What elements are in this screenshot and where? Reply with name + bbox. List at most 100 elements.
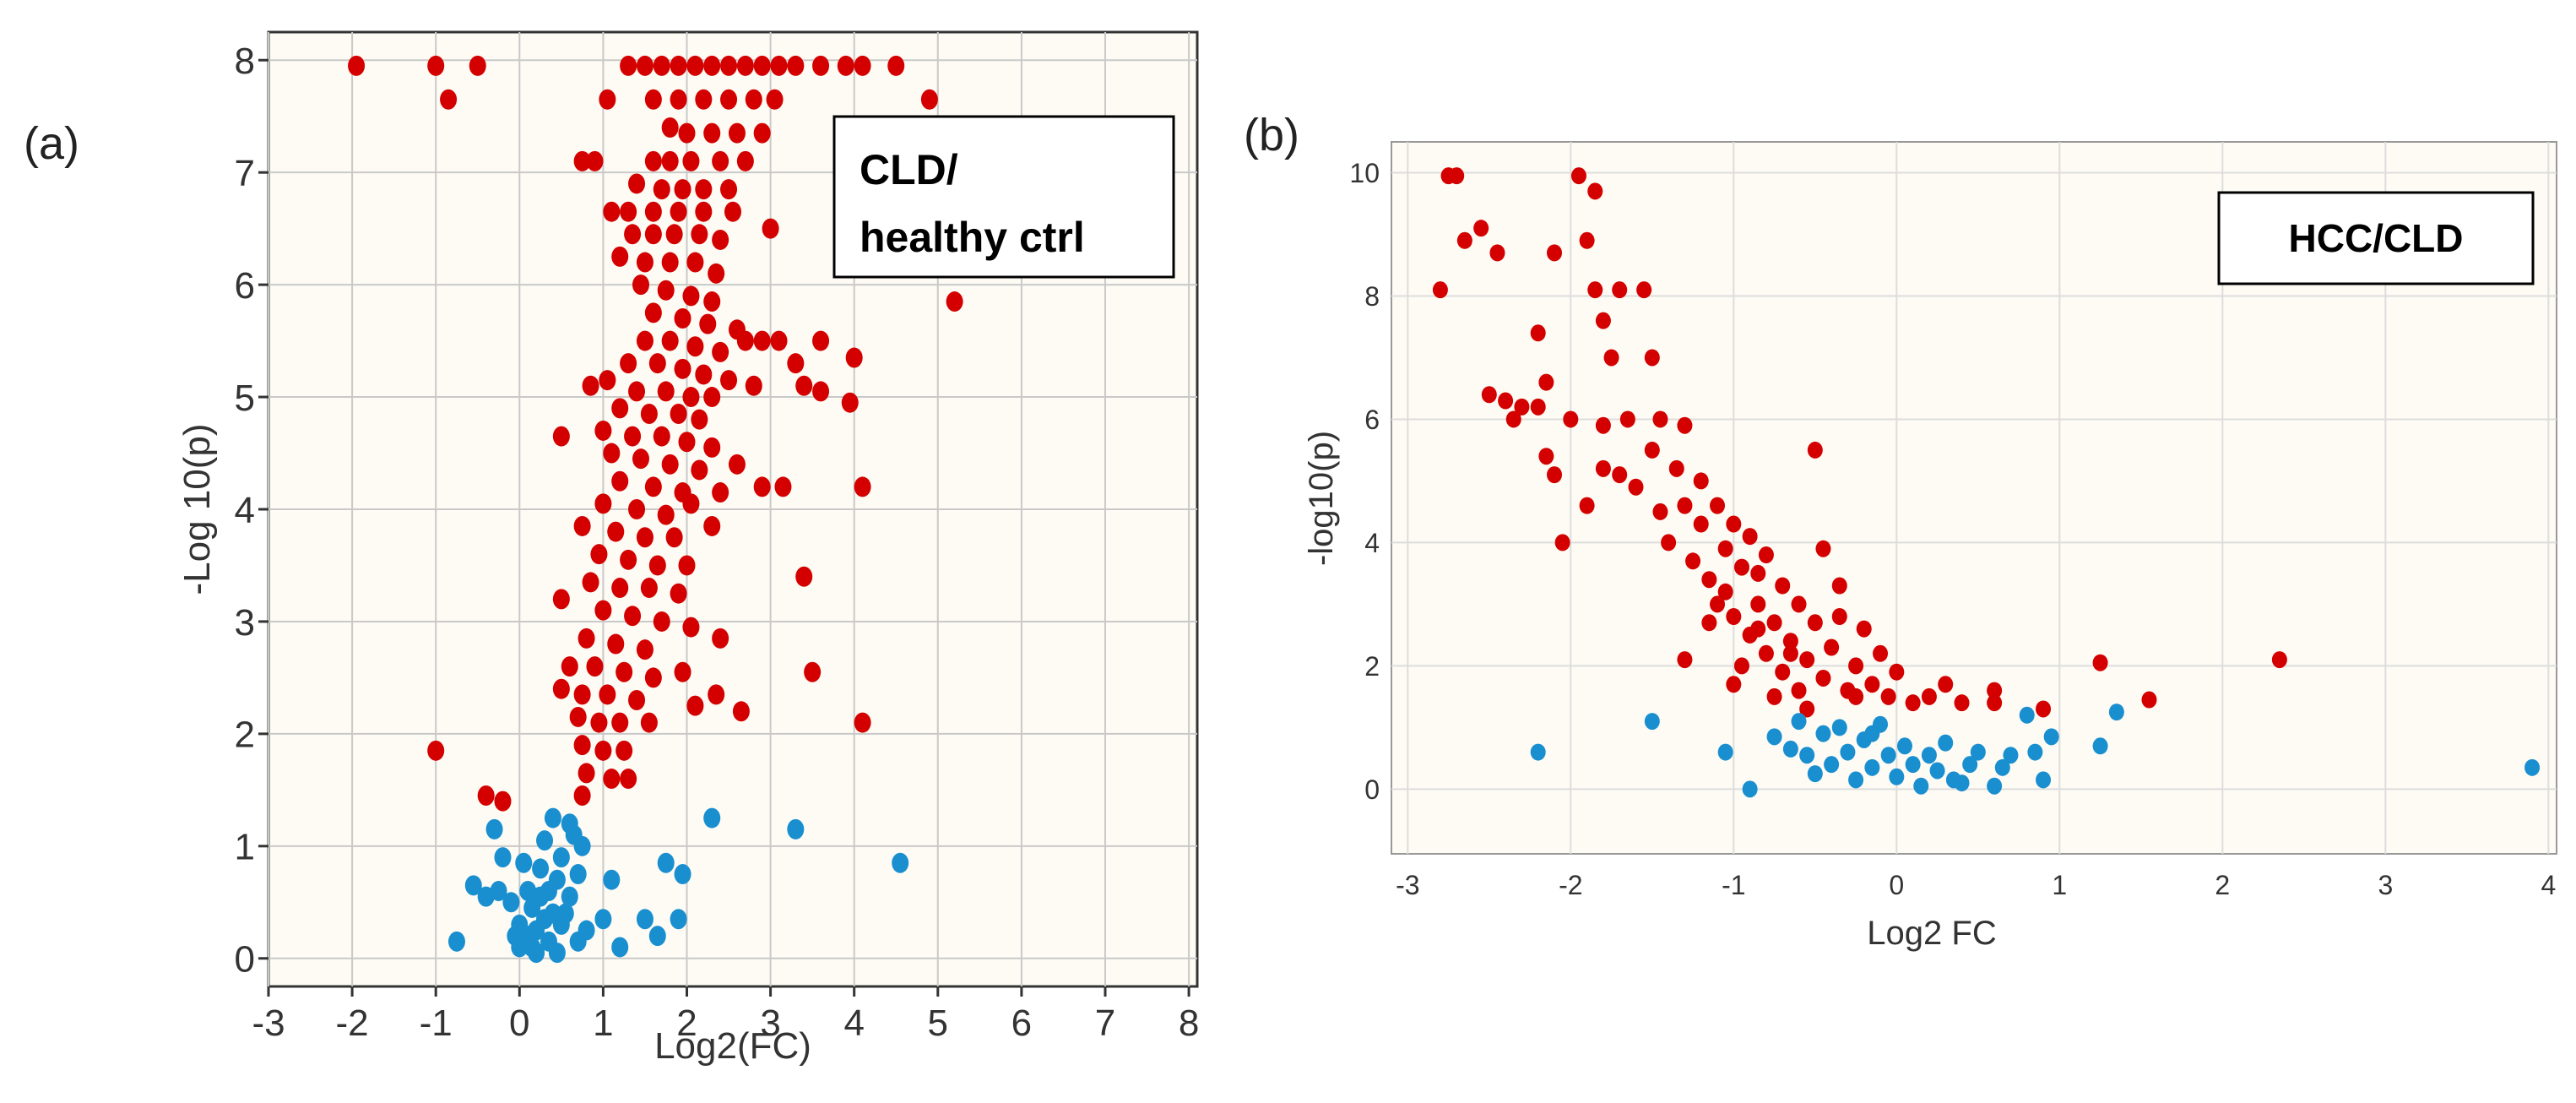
panel-a-point-significant — [745, 89, 762, 110]
panel-a-y-tick-label: 3 — [235, 602, 255, 644]
panel-b-point-significant — [1799, 651, 1815, 669]
panel-b-point-significant — [1685, 552, 1701, 570]
panel-b-point-significant — [1661, 534, 1677, 552]
panel-a-point-significant — [661, 150, 679, 171]
panel-b-point-significant — [1449, 167, 1465, 185]
panel-a-point-significant — [603, 201, 621, 222]
panel-a-point-significant — [691, 459, 708, 481]
panel-b-point-not-significant — [2003, 747, 2019, 764]
panel-a-point-significant — [703, 437, 721, 458]
panel-a-point-significant — [644, 201, 662, 222]
panel-a-point-significant — [774, 476, 792, 497]
panel-b-legend-frame — [2217, 191, 2535, 285]
panel-a-point-significant — [611, 578, 629, 599]
panel-a-point-significant — [837, 55, 854, 76]
panel-a-point-not-significant — [447, 931, 465, 952]
panel-b-point-significant — [1873, 644, 1889, 662]
panel-a-point-significant — [573, 684, 591, 705]
panel-a-point-significant — [753, 476, 771, 497]
panel-a-point-significant — [770, 330, 788, 351]
panel-a-point-not-significant — [490, 881, 507, 901]
panel-a-point-significant — [720, 179, 738, 200]
panel-a-point-significant — [686, 695, 704, 716]
panel-a-point-significant — [695, 201, 713, 222]
panel-a-y-tick-label: 5 — [235, 378, 255, 419]
panel-b-point-significant — [1579, 497, 1595, 514]
panel-b-y-tick-label: 8 — [1364, 281, 1380, 312]
panel-b-point-significant — [1775, 663, 1791, 681]
panel-b-point-not-significant — [1929, 762, 1945, 780]
panel-a-point-significant — [670, 201, 687, 222]
panel-a-point-significant — [845, 347, 863, 368]
panel-b-label: (b) — [1244, 110, 1299, 160]
panel-a-point-significant — [644, 150, 662, 171]
panel-b-x-tick-label: 3 — [2378, 870, 2393, 900]
panel-a-point-significant — [644, 667, 662, 688]
panel-b-point-significant — [1799, 700, 1815, 718]
panel-b-point-significant — [1668, 459, 1684, 477]
panel-a-point-significant — [699, 313, 717, 334]
panel-a-point-significant — [841, 392, 859, 413]
panel-b-point-significant — [1652, 410, 1668, 428]
panel-a-point-significant — [348, 55, 366, 76]
panel-a-point-significant — [691, 224, 708, 245]
panel-a-point-significant — [620, 353, 637, 374]
panel-b-point-not-significant — [1864, 725, 1880, 742]
panel-b-point-significant — [1644, 441, 1660, 459]
panel-a-x-tick-label: -1 — [420, 1002, 453, 1044]
panel-b-point-significant — [1514, 398, 1530, 416]
panel-a-point-significant — [620, 549, 637, 570]
panel-a-point-significant — [795, 566, 813, 587]
panel-a-point-significant — [678, 432, 696, 453]
panel-a-point-not-significant — [603, 869, 621, 890]
panel-b-point-significant — [1905, 694, 1921, 712]
panel-b-x-tick-label: -2 — [1559, 870, 1582, 900]
panel-a-x-tick-label: 6 — [1011, 1002, 1032, 1044]
panel-b-y-tick-label: 10 — [1349, 158, 1380, 188]
panel-a-point-not-significant — [515, 852, 533, 873]
panel-a-point-significant — [674, 308, 691, 329]
panel-a-point-significant — [946, 291, 963, 312]
panel-b-y-tick-label: 6 — [1364, 405, 1380, 435]
panel-b-point-significant — [1530, 324, 1546, 342]
panel-a-point-significant — [736, 150, 754, 171]
panel-a-point-significant — [766, 89, 784, 110]
panel-a: (a) -3 -2 -1 0 1 2 3 4 5 6 7 8 0 1 2 3 4 5 6 7 8 CLD/ healt… — [24, 30, 1199, 1067]
panel-a-point-significant — [586, 150, 604, 171]
panel-a-point-significant — [611, 246, 629, 267]
panel-a-x-tick-label: 3 — [760, 1002, 780, 1044]
panel-a-point-significant — [712, 482, 729, 503]
panel-a-point-significant — [762, 218, 779, 239]
panel-a-point-significant — [611, 398, 629, 419]
panel-b-point-significant — [1807, 614, 1823, 632]
panel-b-point-not-significant — [1987, 777, 2003, 795]
panel-b-grid — [1391, 142, 2557, 854]
panel-b-y-tick-label: 4 — [1364, 528, 1380, 558]
panel-a-point-significant — [753, 330, 771, 351]
panel-a-point-significant — [657, 504, 675, 525]
panel-b-point-significant — [1432, 281, 1448, 299]
panel-a-point-significant — [644, 302, 662, 323]
panel-b-point-significant — [2271, 651, 2287, 669]
panel-b-point-not-significant — [1831, 719, 1847, 736]
panel-a-point-significant — [552, 589, 570, 610]
panel-a-x-tick-label: 1 — [593, 1002, 613, 1044]
panel-a-point-not-significant — [532, 858, 550, 879]
panel-a-y-ticks: 0 1 2 3 4 5 6 7 8 — [235, 41, 268, 981]
panel-b-point-significant — [1603, 349, 1619, 367]
panel-b-point-significant — [1547, 244, 1563, 262]
panel-a-y-tick-label: 4 — [235, 490, 255, 531]
panel-b-point-significant — [1677, 651, 1693, 669]
panel-b-point-significant — [1815, 669, 1831, 687]
panel-a-point-significant — [720, 370, 738, 391]
panel-a-point-significant — [573, 150, 591, 171]
panel-b-point-significant — [1612, 281, 1628, 299]
panel-b-point-significant — [1758, 644, 1774, 662]
panel-a-point-significant — [720, 89, 738, 110]
panel-b-point-significant — [1644, 349, 1660, 367]
panel-b-point-not-significant — [1782, 740, 1798, 758]
panel-b-point-significant — [1547, 466, 1563, 484]
panel-a-point-significant — [628, 499, 646, 519]
panel-b-point-significant — [1701, 571, 1717, 589]
